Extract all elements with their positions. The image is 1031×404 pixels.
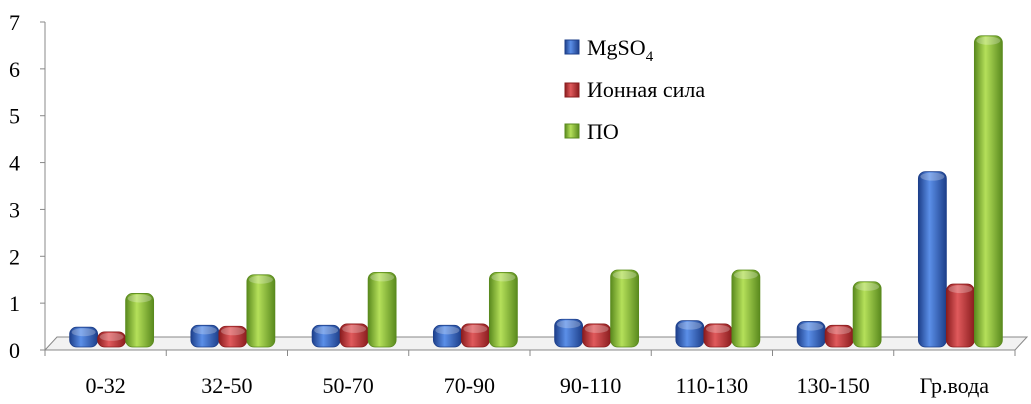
bar-cap: [127, 294, 152, 303]
bar-cap: [677, 321, 702, 330]
bar-cap: [584, 324, 609, 333]
legend-swatch-ionic-strength: [564, 82, 580, 98]
x-tick-label: 0-32: [85, 373, 125, 398]
legend-label-po: ПО: [587, 119, 619, 144]
bar: [246, 274, 276, 348]
bar-cap: [612, 271, 637, 280]
legend: MgSO4 Ионная сила ПО: [564, 35, 705, 144]
bar-cap: [491, 273, 516, 282]
bar-cap: [920, 172, 945, 181]
bar: [367, 271, 397, 348]
bar-cap: [799, 322, 824, 331]
bar-cap: [314, 326, 339, 335]
bar-cap: [463, 324, 488, 333]
bar: [731, 269, 761, 348]
y-tick-label: 5: [9, 104, 20, 129]
y-tick-label: 2: [9, 244, 20, 269]
bar: [125, 293, 155, 348]
x-tick-label: 130-150: [796, 373, 869, 398]
bar-cap: [705, 324, 730, 333]
y-tick-label: 0: [9, 338, 20, 363]
bars: [69, 35, 1003, 348]
bar: [610, 269, 640, 348]
legend-swatch-mgso4: [564, 39, 580, 55]
bar-cap: [192, 326, 217, 335]
y-tick-label: 7: [9, 10, 20, 35]
x-tick-label: 90-110: [560, 373, 622, 398]
legend-label-ionic-strength: Ионная сила: [587, 77, 705, 102]
bar: [488, 271, 518, 348]
y-tick-label: 6: [9, 57, 20, 82]
bar-cap: [976, 36, 1001, 45]
bar-cap: [370, 273, 395, 282]
y-tick-label: 1: [9, 291, 20, 316]
bar-cap: [948, 285, 973, 294]
legend-label-mgso4: MgSO4: [587, 35, 654, 65]
bar-cap: [220, 327, 245, 336]
x-tick-label: 50-70: [322, 373, 373, 398]
y-tick-label: 4: [9, 151, 20, 176]
bar-cap: [827, 326, 852, 335]
y-tick-label: 3: [9, 197, 20, 222]
x-tick-label: 110-130: [676, 373, 749, 398]
x-tick-label: 70-90: [444, 373, 495, 398]
bar: [852, 281, 882, 348]
legend-swatch-po: [564, 123, 580, 139]
bar-cap: [71, 328, 96, 337]
bar-cap: [855, 282, 880, 291]
bar-cap: [342, 324, 367, 333]
bar-cap: [248, 275, 273, 284]
bar-cap: [556, 320, 581, 329]
x-axis: 0-32 32-50 50-70 70-90 90-110 110-130 130-150 Г…: [44, 350, 1016, 398]
bar-cap: [435, 326, 460, 335]
bar: [973, 35, 1003, 348]
x-tick-label: 32-50: [201, 373, 252, 398]
x-tick-label: Гр.вода: [920, 373, 990, 398]
bar: [945, 283, 975, 348]
bar-cap: [733, 271, 758, 280]
bar-cap: [99, 332, 124, 341]
bar: [917, 171, 947, 348]
y-axis: 0 1 2 3 4 5 6 7: [9, 10, 45, 363]
